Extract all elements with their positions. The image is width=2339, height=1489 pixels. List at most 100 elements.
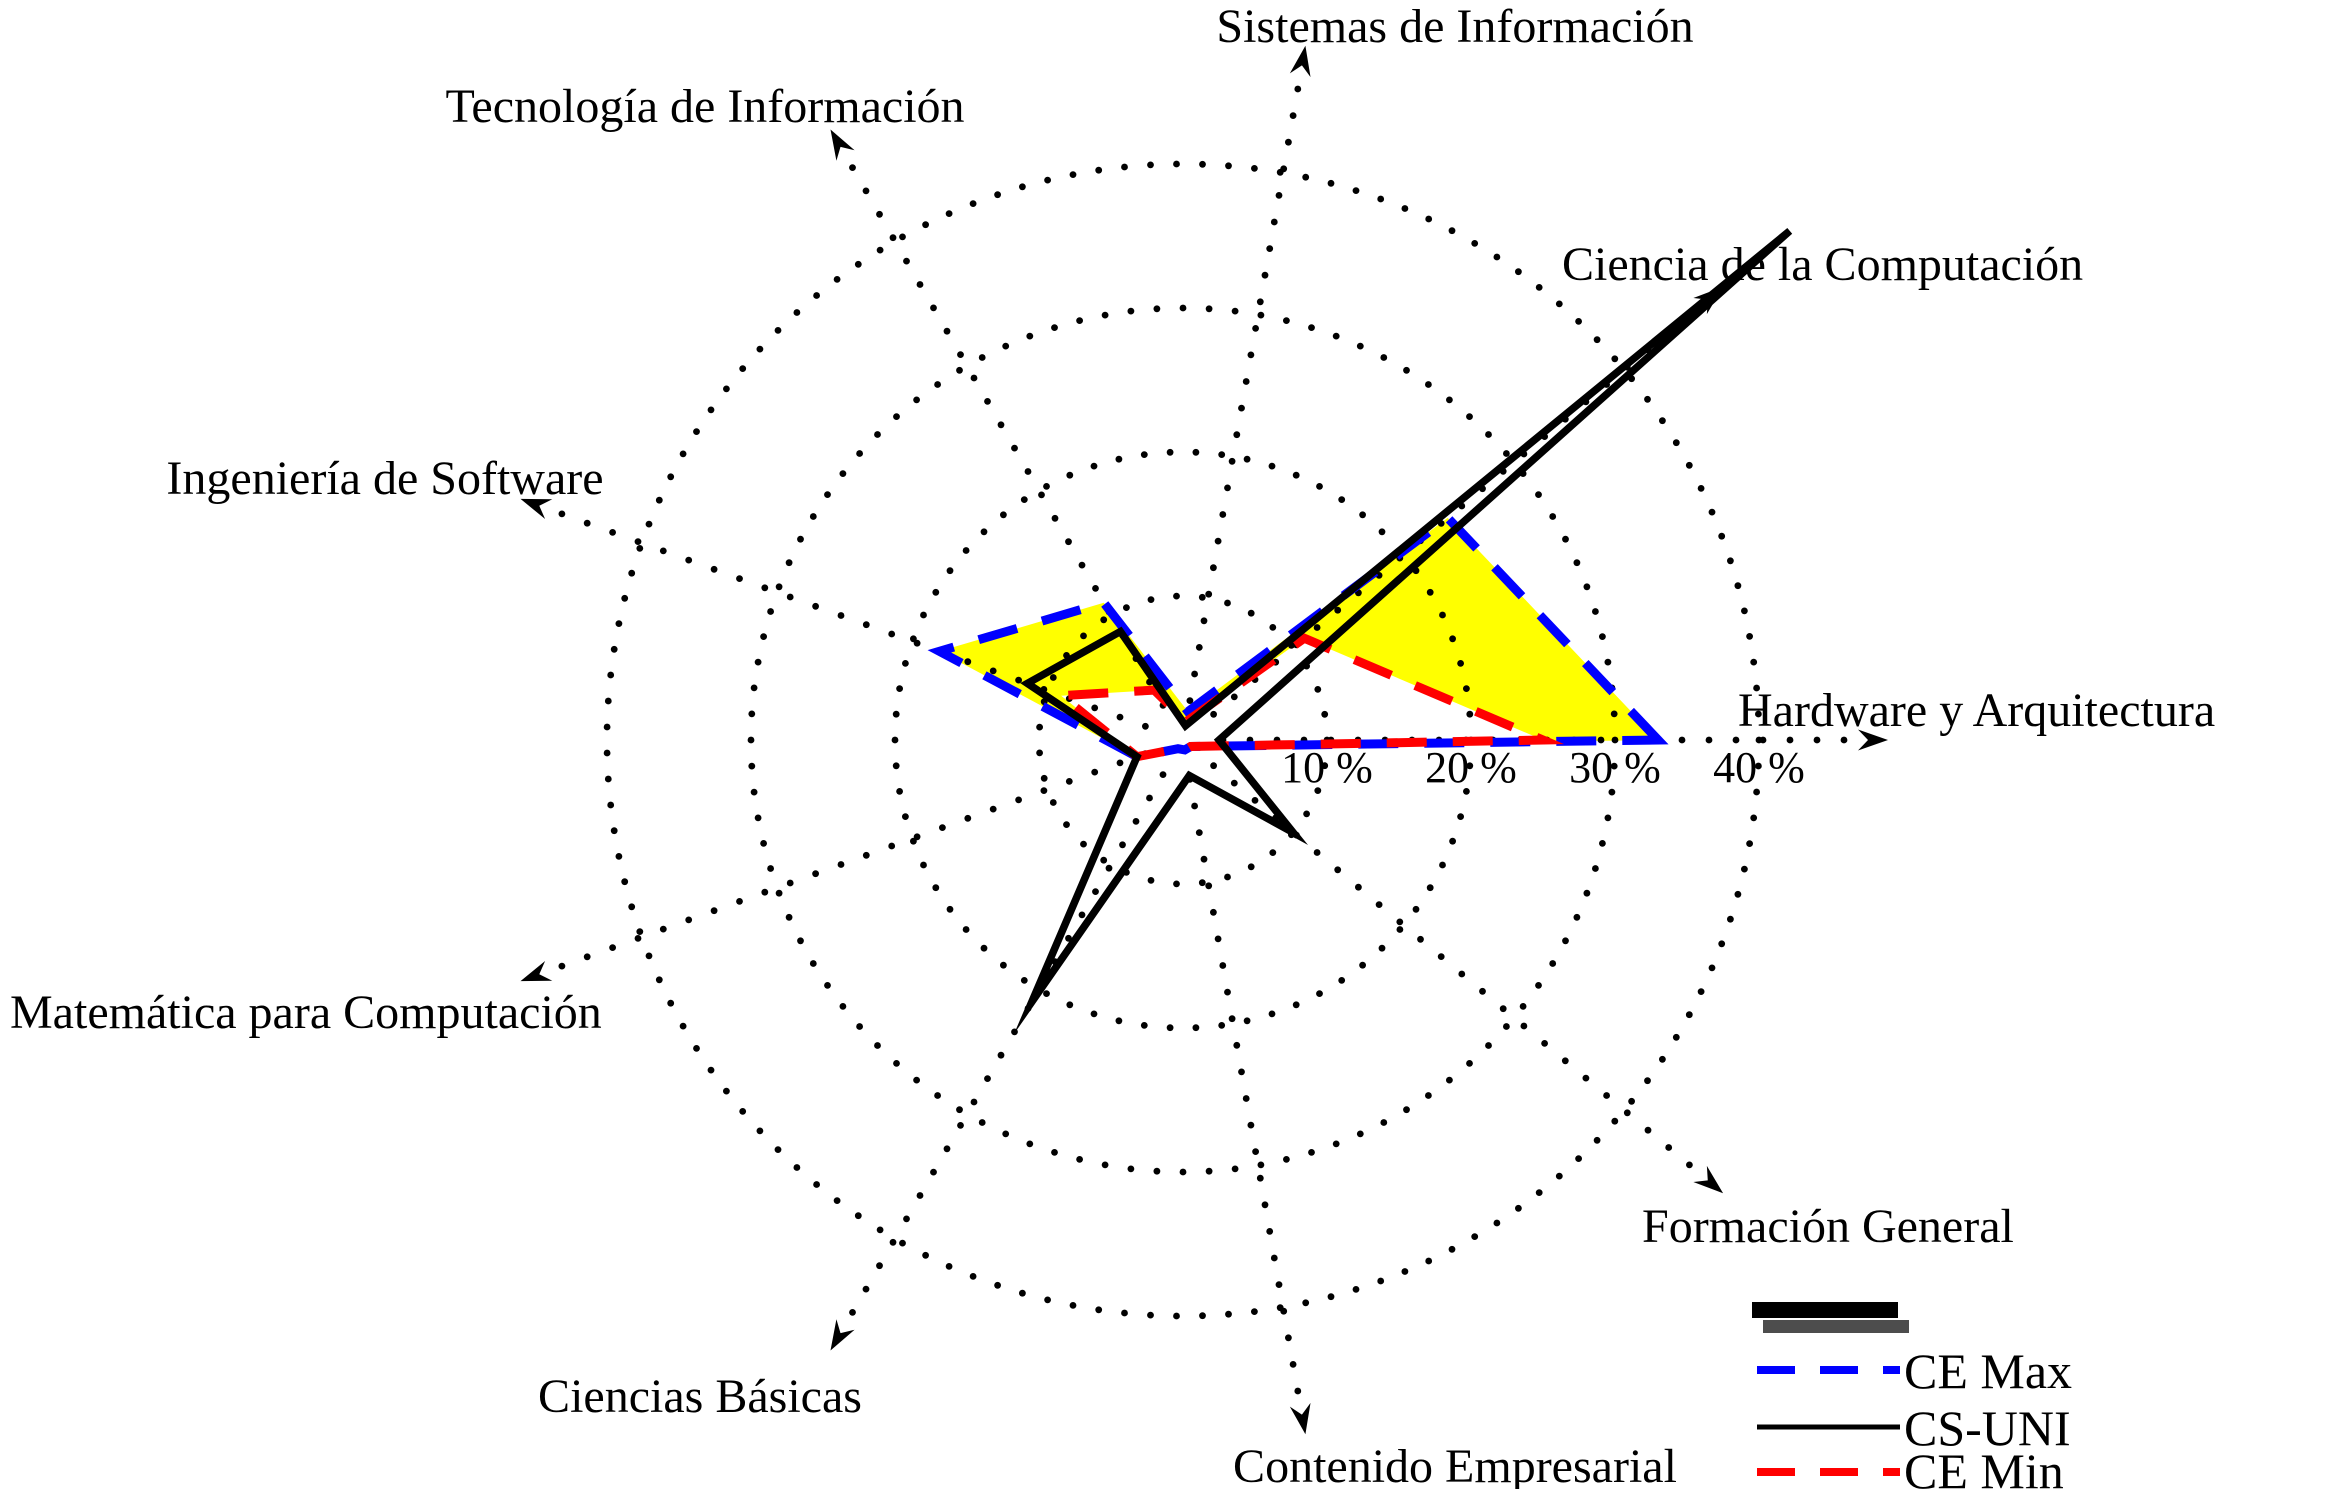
axis-ray-5 (520, 750, 1149, 982)
grid-dot (1446, 1076, 1453, 1084)
axis-dot (812, 602, 819, 610)
axis-dot (1195, 829, 1203, 836)
axis-dot (1759, 736, 1767, 744)
grid-dot (980, 944, 988, 952)
grid-dot (615, 853, 623, 860)
grid-dot (1205, 305, 1213, 313)
grid-dot (962, 926, 970, 933)
grid-dot (1449, 837, 1456, 845)
grid-dot (946, 905, 954, 913)
grid-dot (1573, 913, 1581, 921)
grid-dot (1697, 988, 1705, 995)
grid-dot (1425, 1092, 1432, 1099)
grid-dot (1611, 736, 1619, 744)
grid-dot (1535, 284, 1543, 291)
grid-dot (1225, 1310, 1232, 1318)
grid-dot (1218, 1022, 1226, 1029)
grid-dot (856, 1023, 863, 1030)
grid-dot (604, 775, 612, 783)
axis-arrowhead-icon (1289, 1402, 1311, 1435)
axis-dot (1078, 561, 1086, 569)
grid-dot (893, 413, 900, 420)
axis-dot (1238, 1068, 1245, 1076)
grid-dot (1356, 342, 1364, 350)
grid-dot (1243, 1017, 1251, 1025)
axis-dot (1142, 722, 1149, 730)
axis-dot (888, 630, 896, 638)
axis-dot (1520, 1022, 1528, 1030)
radial-tick-20: 20 % (1425, 743, 1517, 792)
grid-dot (750, 684, 758, 692)
axis-dot (1786, 736, 1794, 744)
axis-dot (1210, 908, 1217, 916)
grid-dot (1269, 849, 1277, 856)
axis-label-ciencia-de-la-computacion: Ciencia de la Computación (1562, 238, 2083, 291)
grid-dot (775, 889, 783, 897)
grid-dot (1485, 431, 1492, 438)
grid-dot (1321, 762, 1329, 770)
axis-dot (685, 916, 693, 924)
grid-dot (994, 1281, 1001, 1289)
axis-dot (1261, 271, 1269, 279)
grid-dot (978, 1119, 986, 1126)
grid-dot (1040, 774, 1048, 782)
grid-dot (1121, 1309, 1128, 1317)
axis-dot (710, 565, 718, 573)
grid-dot (1746, 840, 1753, 847)
grid-dot (824, 491, 831, 498)
axis-arrowhead-icon (520, 498, 553, 520)
axis-dot (1355, 883, 1362, 891)
grid-dot (1593, 1136, 1601, 1144)
grid-dot (1493, 1219, 1501, 1227)
grid-dot (1140, 451, 1148, 458)
grid-dot (892, 710, 900, 718)
grid-dot (813, 1181, 820, 1188)
axis-dot (862, 1285, 870, 1293)
grid-dot (767, 608, 774, 615)
axis-dot (1191, 670, 1198, 678)
grid-dot (1515, 268, 1522, 276)
grid-dot (645, 520, 653, 528)
grid-dot (1327, 179, 1335, 187)
grid-dot (1051, 324, 1058, 331)
grid-dot (645, 952, 653, 960)
axis-dot (1116, 759, 1124, 767)
grid-dot (824, 982, 831, 989)
grid-dot (932, 884, 940, 892)
grid-dot (1090, 1010, 1098, 1018)
grid-dot (1002, 1130, 1010, 1138)
axis-dot (1266, 245, 1274, 253)
labels-layer: Hardware y Arquitectura Ciencia de la Co… (10, 0, 2215, 1489)
legend-bar-gray (1763, 1320, 1909, 1333)
axis-label-contenido-empresarial: Contenido Empresarial (1233, 1440, 1677, 1489)
grid-dot (1314, 787, 1322, 794)
axis-dot (849, 164, 856, 172)
grid-dot (1251, 1308, 1258, 1315)
grid-dot (1493, 253, 1501, 261)
axis-dot (736, 898, 743, 905)
axis-dot (849, 1309, 856, 1316)
axis-dot (1195, 644, 1203, 651)
axis-dot (1105, 864, 1113, 872)
axis-dot (964, 658, 972, 666)
axis-dot (943, 1145, 951, 1153)
grid-dot (1026, 332, 1034, 340)
axis-dot (913, 833, 921, 841)
axis-dot (876, 1262, 883, 1270)
grid-dot (1746, 633, 1753, 640)
grid-dot (1257, 1161, 1265, 1169)
axis-dot (1270, 1254, 1278, 1262)
grid-dot (945, 1263, 953, 1270)
axis-dot (1205, 882, 1213, 890)
grid-dot (693, 1045, 700, 1052)
grid-dot (775, 583, 783, 591)
axis-dot (889, 1238, 897, 1246)
grid-dot (969, 1273, 977, 1280)
axis-dot (1256, 298, 1264, 306)
grid-dot (604, 697, 612, 705)
axis-dot (1597, 736, 1605, 744)
grid-dot (1115, 455, 1123, 463)
grid-dot (1604, 658, 1612, 666)
axis-dot (1242, 1095, 1250, 1102)
grid-dot (1599, 840, 1606, 847)
